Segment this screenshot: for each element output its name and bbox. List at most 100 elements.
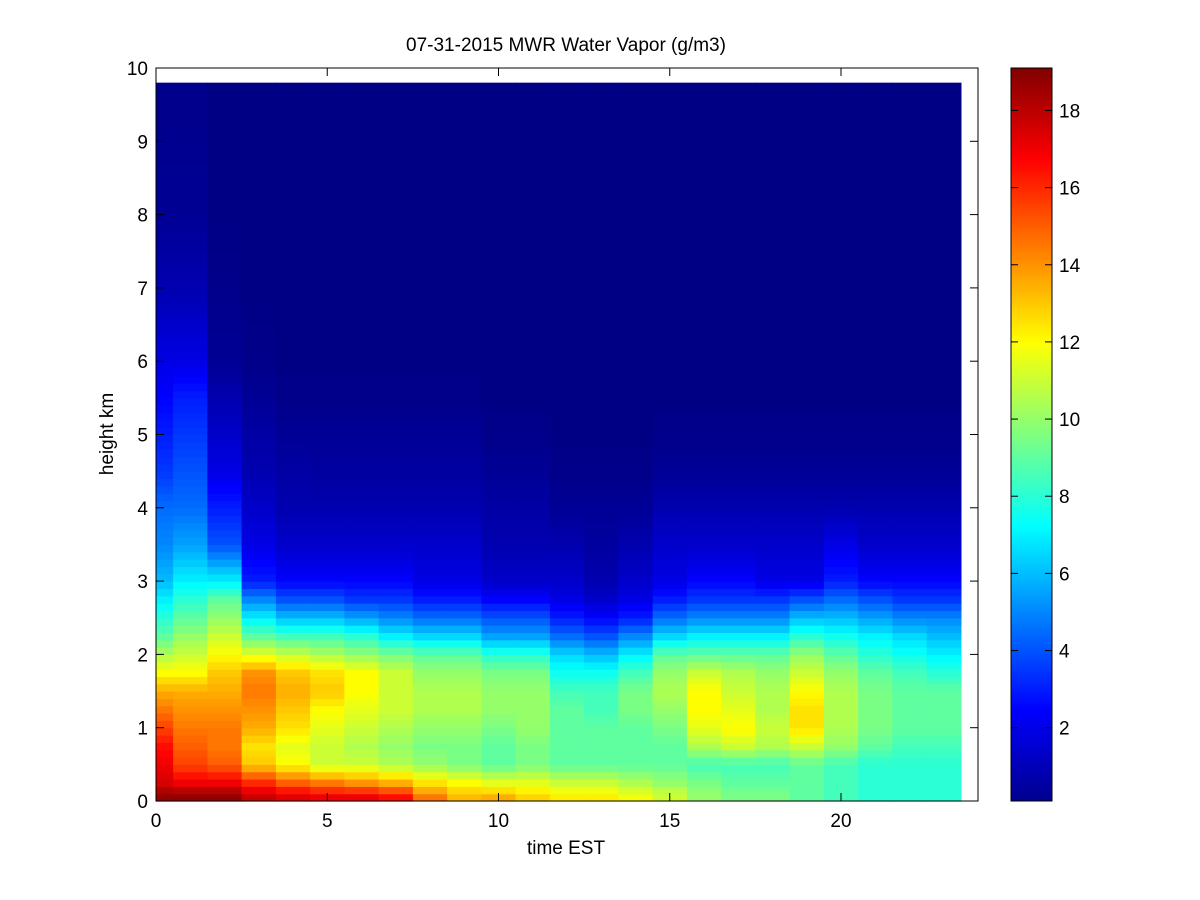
heatmap-cell [755,632,791,641]
heatmap-cell [618,661,654,670]
heatmap-cell [310,515,345,524]
heatmap-cell [686,456,722,465]
heatmap-cell [652,463,688,472]
heatmap-cell [858,163,893,172]
heatmap-cell [378,588,414,597]
heatmap-cell [549,793,585,802]
heatmap-cell [926,170,962,179]
heatmap-cell [686,119,722,128]
heatmap-cell [823,368,859,377]
heatmap-cell [926,515,962,524]
heatmap-cell [549,749,585,758]
heatmap-cell [858,383,893,392]
heatmap-cell [755,515,791,524]
heatmap-cell [618,368,654,377]
heatmap-cell [892,581,928,590]
heatmap-cell [686,258,722,267]
heatmap-cell [378,434,414,443]
heatmap-cell [858,368,893,377]
heatmap-cell [926,720,962,729]
heatmap-cell [481,632,517,641]
heatmap-cell [275,405,311,414]
heatmap-cell [652,170,688,179]
heatmap-cell [686,478,722,487]
heatmap-cell [618,331,654,340]
heatmap-cell [858,786,893,795]
heatmap-cell [618,163,654,172]
heatmap-cell [686,155,722,164]
heatmap-cell [686,346,722,355]
heatmap-cell [721,786,756,795]
heatmap-cell [515,104,551,113]
heatmap-cell [447,82,482,91]
heatmap-cell [173,383,208,392]
heatmap-cell [892,522,928,531]
heatmap-cell [310,309,345,318]
heatmap-cell [584,617,619,626]
heatmap-cell [378,691,414,699]
heatmap-cell [823,515,859,524]
heatmap-cell [156,126,174,135]
heatmap-cell [275,478,311,487]
heatmap-cell [378,280,414,289]
heatmap-cell [721,361,756,370]
heatmap-cell [310,691,345,699]
heatmap-cell [926,177,962,186]
heatmap-cell [618,713,654,721]
heatmap-cell [789,632,825,641]
heatmap-cell [481,170,517,179]
heatmap-cell [789,669,825,677]
heatmap-cell [789,757,825,765]
heatmap-cell [858,595,893,604]
heatmap-cell [412,273,448,282]
heatmap-cell [618,427,654,436]
heatmap-cell [310,346,345,355]
heatmap-cell [721,463,756,472]
heatmap-cell [173,339,208,348]
heatmap-cell [789,207,825,216]
heatmap-cell [412,119,448,128]
heatmap [156,82,962,802]
heatmap-cell [926,771,962,780]
heatmap-cell [447,317,482,326]
heatmap-cell [823,449,859,458]
heatmap-cell [412,353,448,362]
heatmap-cell [858,361,893,370]
heatmap-cell [481,405,517,414]
heatmap-cell [686,405,722,414]
heatmap-cell [378,786,414,795]
heatmap-cell [686,463,722,472]
heatmap-cell [755,573,791,582]
heatmap-cell [652,735,688,743]
heatmap-cell [549,119,585,128]
heatmap-cell [721,639,756,648]
heatmap-cell [156,331,174,340]
heatmap-cell [686,749,722,758]
heatmap-cell [549,581,585,590]
heatmap-cell [789,522,825,531]
heatmap-cell [447,786,482,795]
heatmap-cell [378,705,414,714]
heatmap-cell [618,507,654,516]
heatmap-cell [789,82,825,91]
heatmap-cell [926,273,962,282]
heatmap-cell [618,287,654,296]
heatmap-cell [618,544,654,553]
heatmap-cell [241,427,277,436]
heatmap-cell [275,764,311,773]
heatmap-cell [378,478,414,487]
heatmap-cell [156,713,174,721]
heatmap-cell [858,515,893,524]
heatmap-cell [378,383,414,392]
heatmap-cell [789,749,825,758]
heatmap-cell [618,691,654,699]
heatmap-cell [310,441,345,450]
heatmap-cell [481,764,517,773]
heatmap-cell [584,647,619,655]
heatmap-cell [481,295,517,304]
heatmap-cell [344,639,380,648]
heatmap-cell [173,111,208,120]
heatmap-cell [156,346,174,355]
heatmap-cell [447,463,482,472]
heatmap-cell [755,566,791,575]
